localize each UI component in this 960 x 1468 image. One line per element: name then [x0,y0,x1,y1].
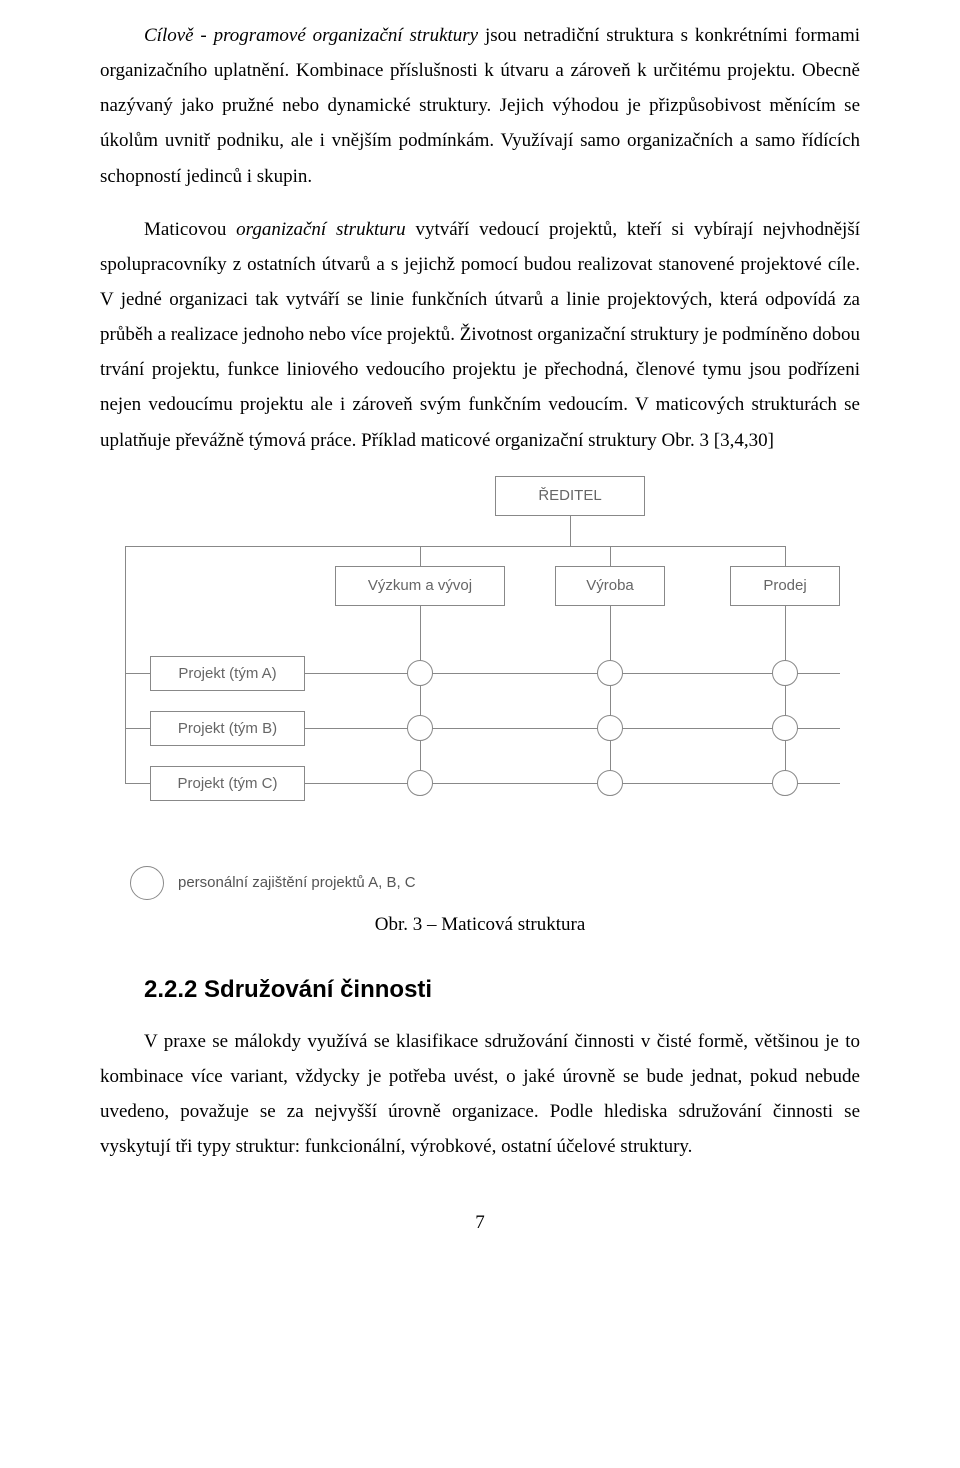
dept-box-2: Prodej [730,566,840,606]
p2-lead: Maticovou [144,219,236,240]
paragraph-1: Cílově - programové organizační struktur… [100,18,860,194]
figure-caption: Obr. 3 – Maticová struktura [100,914,860,936]
page-number: 7 [100,1212,860,1234]
section-heading: 2.2.2 Sdružování činnosti [144,976,860,1004]
dept-box-1: Výroba [555,566,665,606]
dept-column-0 [420,606,421,783]
project-box-1: Projekt (tým B) [150,711,305,746]
proj-stub-left-0 [125,673,150,674]
document-page: Cílově - programové organizační struktur… [0,0,960,1274]
p1-rest: jsou netradiční struktura s konkrétními … [100,25,860,187]
p2-italic: organizační strukturu [236,219,406,240]
node-circle-0-2 [772,660,798,686]
project-box-2: Projekt (tým C) [150,766,305,801]
legend-circle-icon [130,866,164,900]
p1-lead-italic: Cílově - programové organizační struktur… [144,25,478,46]
proj-row-0 [305,673,840,674]
paragraph-2: Maticovou organizační strukturu vytváří … [100,212,860,458]
node-circle-2-0 [407,770,433,796]
top-bus [125,546,785,547]
dept-stem-0 [420,546,421,566]
proj-row-1 [305,728,840,729]
dept-column-2 [785,606,786,783]
node-circle-1-1 [597,715,623,741]
p2-rest: vytváří vedoucí projektů, kteří si vybír… [100,219,860,451]
paragraph-3: V praxe se málokdy využívá se klasifikac… [100,1024,860,1165]
director-box: ŘEDITEL [495,476,645,516]
diagram-legend: personální zajištění projektů A, B, C [130,866,860,900]
node-circle-1-0 [407,715,433,741]
dept-box-0: Výzkum a vývoj [335,566,505,606]
director-stem [570,516,571,546]
left-trunk [125,546,126,783]
node-circle-1-2 [772,715,798,741]
node-circle-2-1 [597,770,623,796]
dept-stem-1 [610,546,611,566]
legend-text: personální zajištění projektů A, B, C [178,874,416,891]
node-circle-0-0 [407,660,433,686]
dept-column-1 [610,606,611,783]
proj-row-2 [305,783,840,784]
matrix-structure-diagram: ŘEDITEL Výzkum a vývoj Výroba Prodej Projekt… [100,476,860,900]
project-box-0: Projekt (tým A) [150,656,305,691]
node-circle-0-1 [597,660,623,686]
proj-stub-left-2 [125,783,150,784]
node-circle-2-2 [772,770,798,796]
proj-stub-left-1 [125,728,150,729]
dept-stem-2 [785,546,786,566]
